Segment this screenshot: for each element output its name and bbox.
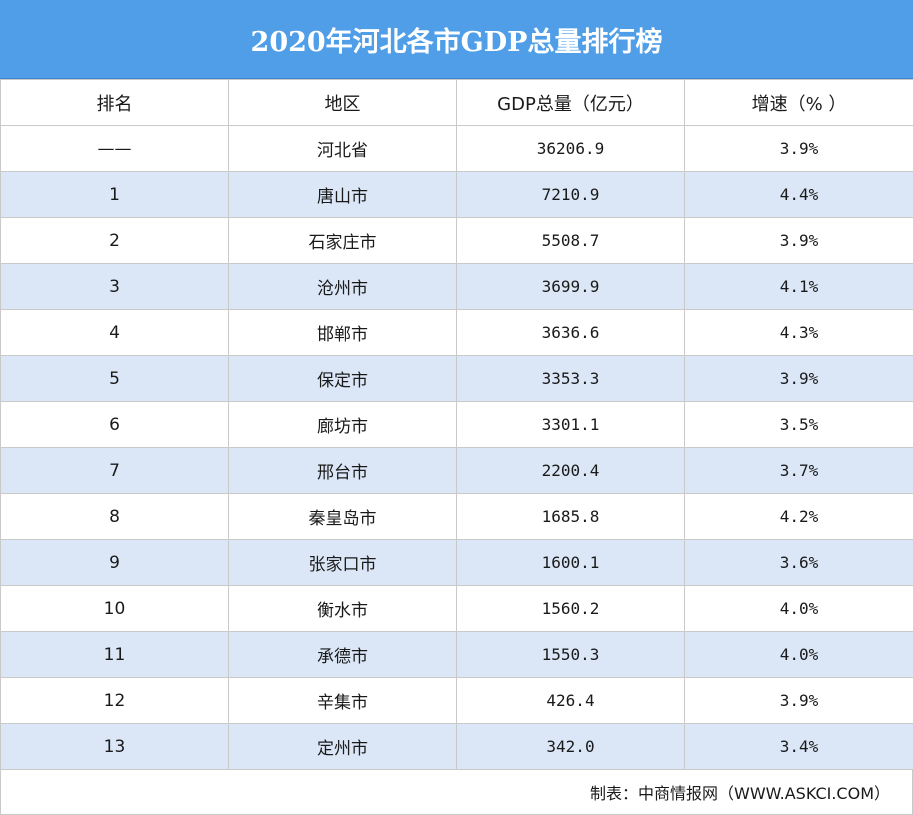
table-row: 7 邢台市 2200.4 3.7% [0,447,913,494]
region-cell: 辛集市 [228,677,457,724]
table-row: 2 石家庄市 5508.7 3.9% [0,217,913,264]
header-rank: 排名 [0,79,229,126]
region-cell: 保定市 [228,355,457,402]
growth-cell: 3.9% [684,217,913,264]
table-title: 2020年河北各市GDP总量排行榜 [0,0,913,79]
table-row: 13 定州市 342.0 3.4% [0,723,913,770]
header-growth: 增速（% ） [684,79,913,126]
rank-cell: 11 [0,631,229,678]
growth-cell: 4.1% [684,263,913,310]
region-cell: 唐山市 [228,171,457,218]
region-cell: 定州市 [228,723,457,770]
gdp-cell: 426.4 [456,677,685,724]
gdp-cell: 2200.4 [456,447,685,494]
table-row: 3 沧州市 3699.9 4.1% [0,263,913,310]
rank-cell: 12 [0,677,229,724]
gdp-cell: 1560.2 [456,585,685,632]
table-row: 8 秦皇岛市 1685.8 4.2% [0,493,913,540]
gdp-cell: 1600.1 [456,539,685,586]
growth-cell: 4.0% [684,585,913,632]
region-cell: 衡水市 [228,585,457,632]
gdp-cell: 7210.9 [456,171,685,218]
region-cell: 石家庄市 [228,217,457,264]
header-row: 排名 地区 GDP总量（亿元） 增速（% ） [0,79,913,126]
growth-cell: 3.4% [684,723,913,770]
gdp-cell: 3353.3 [456,355,685,402]
growth-cell: 4.3% [684,309,913,356]
rank-cell: 7 [0,447,229,494]
region-cell: 邯郸市 [228,309,457,356]
rank-cell: 8 [0,493,229,540]
growth-cell: 3.5% [684,401,913,448]
header-gdp: GDP总量（亿元） [456,79,685,126]
growth-cell: 4.2% [684,493,913,540]
table-row: 9 张家口市 1600.1 3.6% [0,539,913,586]
region-cell: 廊坊市 [228,401,457,448]
region-cell: 沧州市 [228,263,457,310]
table-row: 6 廊坊市 3301.1 3.5% [0,401,913,448]
table-row: 11 承德市 1550.3 4.0% [0,631,913,678]
gdp-cell: 1685.8 [456,493,685,540]
rank-cell: 3 [0,263,229,310]
gdp-ranking-table: 排名 地区 GDP总量（亿元） 增速（% ） —— 河北省 36206.9 3.9% 1… [0,79,913,770]
region-cell: 承德市 [228,631,457,678]
rank-cell: 1 [0,171,229,218]
rank-cell: 4 [0,309,229,356]
rank-cell: 2 [0,217,229,264]
growth-cell: 4.0% [684,631,913,678]
table-row: 12 辛集市 426.4 3.9% [0,677,913,724]
table-row: —— 河北省 36206.9 3.9% [0,125,913,172]
table-row: 10 衡水市 1560.2 4.0% [0,585,913,632]
rank-cell: 5 [0,355,229,402]
growth-cell: 3.6% [684,539,913,586]
gdp-cell: 3636.6 [456,309,685,356]
gdp-cell: 3699.9 [456,263,685,310]
source-footer: 制表：中商情报网（WWW.ASKCI.COM） [0,770,913,815]
rank-cell: —— [0,125,229,172]
rank-cell: 9 [0,539,229,586]
growth-cell: 3.9% [684,677,913,724]
header-region: 地区 [228,79,457,126]
region-cell: 秦皇岛市 [228,493,457,540]
gdp-cell: 3301.1 [456,401,685,448]
growth-cell: 3.9% [684,355,913,402]
table-row: 5 保定市 3353.3 3.9% [0,355,913,402]
region-cell: 张家口市 [228,539,457,586]
table-row: 1 唐山市 7210.9 4.4% [0,171,913,218]
rank-cell: 10 [0,585,229,632]
rank-cell: 13 [0,723,229,770]
growth-cell: 3.7% [684,447,913,494]
table-row: 4 邯郸市 3636.6 4.3% [0,309,913,356]
gdp-cell: 36206.9 [456,125,685,172]
growth-cell: 4.4% [684,171,913,218]
gdp-cell: 342.0 [456,723,685,770]
gdp-cell: 5508.7 [456,217,685,264]
region-cell: 邢台市 [228,447,457,494]
growth-cell: 3.9% [684,125,913,172]
rank-cell: 6 [0,401,229,448]
gdp-cell: 1550.3 [456,631,685,678]
region-cell: 河北省 [228,125,457,172]
